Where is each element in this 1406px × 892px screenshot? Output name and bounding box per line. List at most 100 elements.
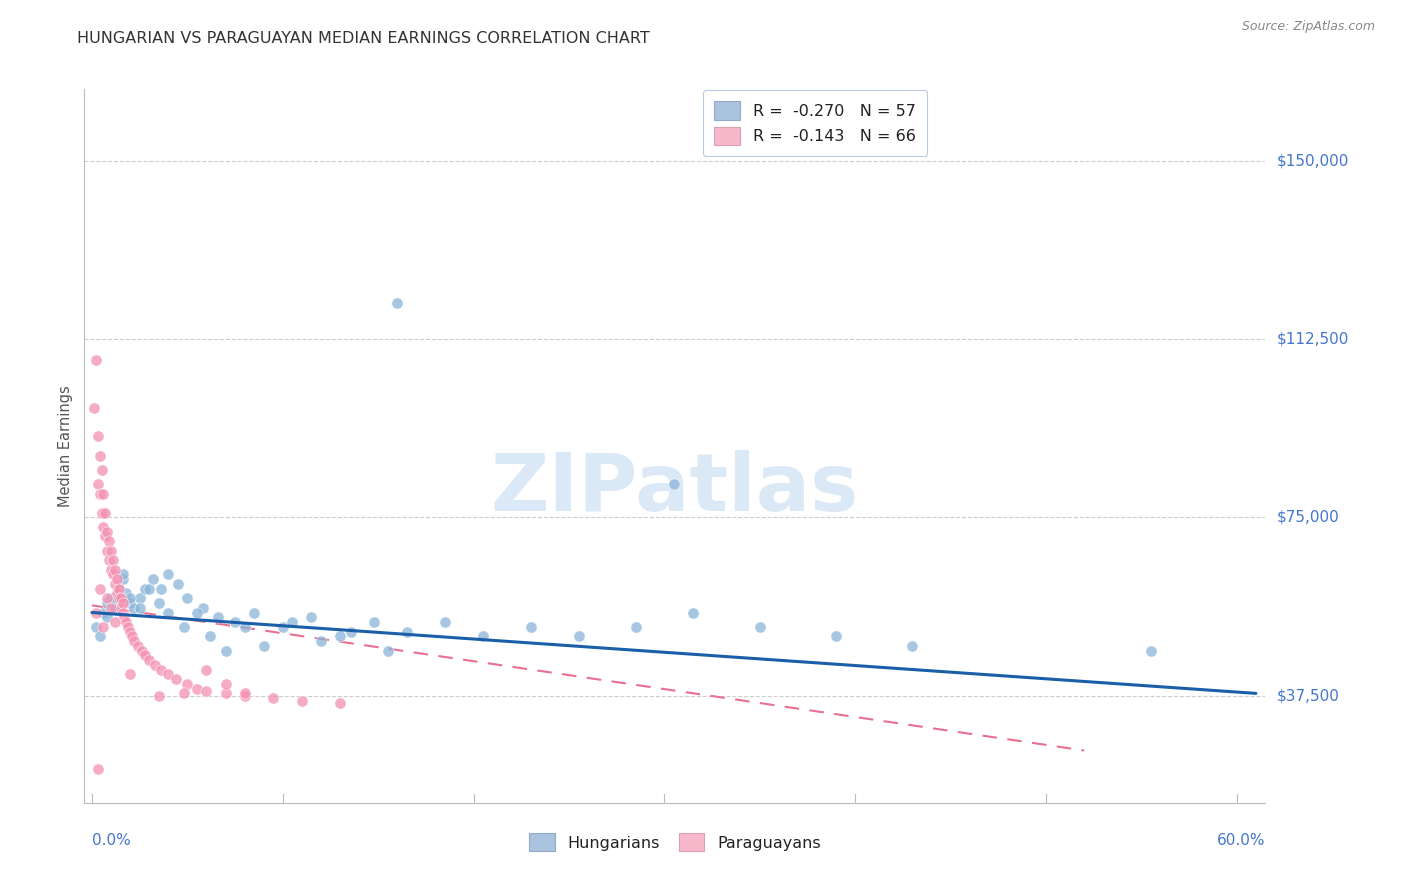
Point — [149, 582, 172, 596]
Point — [120, 624, 142, 639]
Point — [127, 639, 149, 653]
Point — [195, 663, 218, 677]
Point — [157, 567, 180, 582]
Point — [98, 534, 121, 549]
Point — [105, 572, 128, 586]
Text: $150,000: $150,000 — [1277, 153, 1348, 168]
Text: $37,500: $37,500 — [1277, 689, 1340, 703]
Point — [107, 582, 129, 596]
Point — [121, 629, 143, 643]
Legend: Hungarians, Paraguayans: Hungarians, Paraguayans — [517, 822, 832, 863]
Point — [363, 615, 385, 629]
Point — [233, 689, 256, 703]
Point — [262, 691, 284, 706]
Point — [281, 615, 304, 629]
Point — [115, 586, 138, 600]
Point — [122, 600, 145, 615]
Point — [173, 686, 195, 700]
Point — [96, 596, 118, 610]
Point — [299, 610, 322, 624]
Point — [104, 600, 127, 615]
Point — [520, 620, 543, 634]
Point — [309, 634, 332, 648]
Point — [112, 610, 135, 624]
Point — [148, 689, 170, 703]
Point — [101, 567, 124, 582]
Point — [83, 401, 105, 415]
Point — [142, 572, 165, 586]
Point — [89, 486, 111, 500]
Point — [122, 634, 145, 648]
Point — [233, 686, 256, 700]
Point — [100, 600, 122, 615]
Point — [100, 543, 122, 558]
Point — [377, 643, 399, 657]
Point — [748, 620, 770, 634]
Point — [207, 610, 229, 624]
Point — [110, 600, 132, 615]
Point — [90, 506, 112, 520]
Point — [253, 639, 276, 653]
Point — [96, 610, 118, 624]
Point — [157, 606, 180, 620]
Point — [93, 620, 115, 634]
Point — [120, 667, 142, 681]
Point — [94, 529, 117, 543]
Point — [191, 600, 214, 615]
Point — [86, 763, 108, 777]
Point — [387, 296, 409, 310]
Point — [472, 629, 495, 643]
Point — [340, 624, 363, 639]
Point — [682, 606, 704, 620]
Point — [186, 606, 208, 620]
Point — [84, 606, 107, 620]
Point — [104, 591, 127, 606]
Point — [93, 520, 115, 534]
Point — [89, 582, 111, 596]
Point — [90, 463, 112, 477]
Point — [89, 449, 111, 463]
Point — [110, 591, 132, 606]
Point — [100, 591, 122, 606]
Point — [214, 643, 236, 657]
Point — [89, 629, 111, 643]
Point — [107, 582, 129, 596]
Point — [138, 653, 160, 667]
Point — [94, 506, 117, 520]
Point — [96, 543, 118, 558]
Point — [105, 586, 128, 600]
Point — [98, 553, 121, 567]
Point — [166, 577, 188, 591]
Y-axis label: Median Earnings: Median Earnings — [58, 385, 73, 507]
Point — [214, 686, 236, 700]
Point — [176, 591, 198, 606]
Point — [243, 606, 266, 620]
Point — [96, 591, 118, 606]
Point — [157, 667, 180, 681]
Text: 60.0%: 60.0% — [1218, 833, 1265, 848]
Point — [84, 620, 107, 634]
Point — [86, 477, 108, 491]
Point — [93, 486, 115, 500]
Point — [195, 684, 218, 698]
Point — [901, 639, 924, 653]
Point — [131, 643, 153, 657]
Point — [128, 591, 150, 606]
Point — [96, 524, 118, 539]
Point — [149, 663, 172, 677]
Point — [134, 648, 156, 663]
Point — [200, 629, 222, 643]
Point — [86, 429, 108, 443]
Point — [173, 620, 195, 634]
Point — [134, 582, 156, 596]
Point — [115, 615, 138, 629]
Point — [101, 553, 124, 567]
Text: $75,000: $75,000 — [1277, 510, 1340, 524]
Point — [143, 657, 166, 672]
Point — [111, 606, 134, 620]
Point — [1140, 643, 1163, 657]
Point — [186, 681, 208, 696]
Point — [117, 620, 139, 634]
Text: $112,500: $112,500 — [1277, 332, 1348, 346]
Point — [329, 696, 352, 710]
